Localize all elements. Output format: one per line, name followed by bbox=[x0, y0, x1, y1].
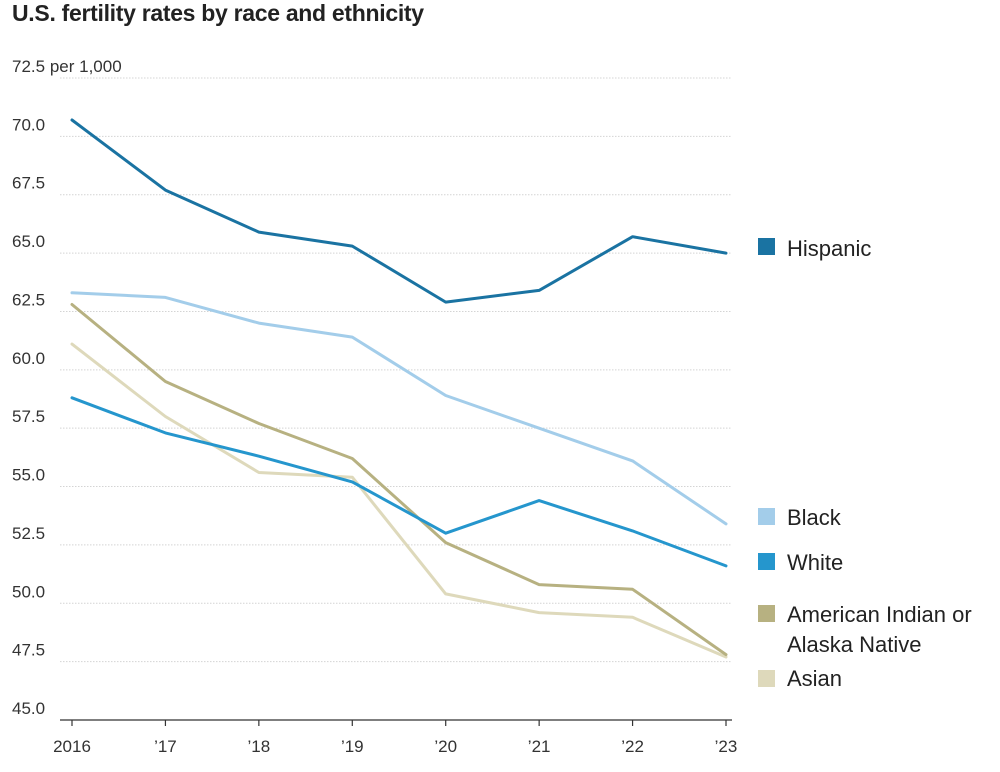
legend-swatch-hispanic bbox=[758, 238, 775, 255]
y-tick-label: 57.5 bbox=[12, 407, 45, 426]
x-tick-label: ’17 bbox=[154, 737, 177, 756]
series-line-aian bbox=[70, 303, 728, 657]
y-tick-label: 47.5 bbox=[12, 641, 45, 660]
series-lines bbox=[70, 118, 728, 659]
y-tick-label: 50.0 bbox=[12, 582, 45, 601]
legend-label-hispanic: Hispanic bbox=[787, 236, 871, 261]
y-tick-label: 67.5 bbox=[12, 174, 45, 193]
series-line-hispanic bbox=[70, 118, 728, 304]
y-tick-label: 70.0 bbox=[12, 115, 45, 134]
y-tick-label: 52.5 bbox=[12, 524, 45, 543]
x-tick-label: 2016 bbox=[53, 737, 91, 756]
y-tick-label: 55.0 bbox=[12, 466, 45, 485]
chart-title: U.S. fertility rates by race and ethnici… bbox=[12, 0, 424, 26]
y-unit-label: per 1,000 bbox=[45, 57, 122, 76]
y-tick-label: 45.0 bbox=[12, 699, 45, 718]
legend: Asian American Indian or Alaska Native Whit… bbox=[758, 236, 972, 691]
y-tick-label: 65.0 bbox=[12, 232, 45, 251]
y-tick-label: 72.5 per 1,000 bbox=[12, 57, 122, 76]
y-axis-ticks: 72.5 per 1,000 70.0 67.5 65.0 62.5 60.0 57.5 55… bbox=[12, 57, 122, 718]
legend-label-white: White bbox=[787, 550, 843, 575]
x-tick-label: ’23 bbox=[715, 737, 738, 756]
x-axis: 2016 ’17 ’18 ’19 ’20 ’21 ’22 ’23 bbox=[53, 719, 738, 756]
legend-label-black: Black bbox=[787, 505, 842, 530]
x-tick-label: ’18 bbox=[248, 737, 271, 756]
legend-label-asian: Asian bbox=[787, 666, 842, 691]
gridlines bbox=[60, 77, 732, 663]
y-tick-label: 60.0 bbox=[12, 349, 45, 368]
legend-swatch-white bbox=[758, 553, 775, 570]
x-tick-label: ’19 bbox=[341, 737, 364, 756]
x-tick-label: ’20 bbox=[434, 737, 457, 756]
x-tick-label: ’22 bbox=[621, 737, 644, 756]
legend-swatch-aian bbox=[758, 605, 775, 622]
series-line-white bbox=[70, 396, 728, 568]
legend-swatch-asian bbox=[758, 670, 775, 687]
y-tick-label: 62.5 bbox=[12, 290, 45, 309]
series-line-black bbox=[70, 291, 728, 526]
x-tick-label: ’21 bbox=[528, 737, 551, 756]
legend-label-aian: American Indian or Alaska Native bbox=[787, 602, 972, 657]
legend-swatch-black bbox=[758, 508, 775, 525]
series-line-asian bbox=[70, 342, 728, 659]
